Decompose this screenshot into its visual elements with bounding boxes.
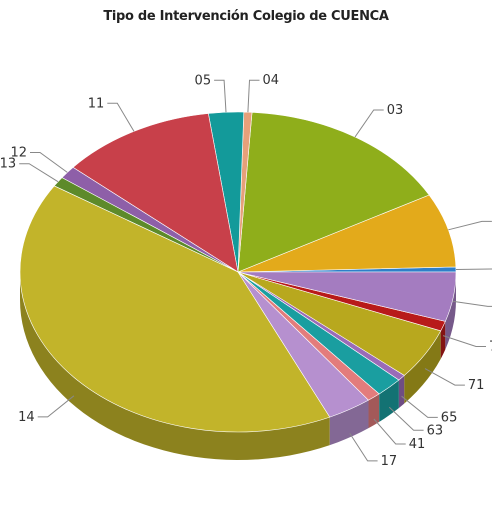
leader-line-01 [455,268,492,270]
pie-slice-02 [237,194,457,273]
leader-line-65 [401,395,438,418]
pie-sides [20,272,456,460]
leader-line-12 [30,152,68,173]
slice-label-11: 11 [88,96,105,111]
leader-line-03 [354,109,384,138]
leader-line-73 [442,335,486,347]
leader-line-13 [19,163,59,183]
slice-label-03: 03 [387,103,404,118]
slice-label-63: 63 [427,423,444,438]
pie-side-14 [20,272,330,460]
slice-label-65: 65 [441,410,458,425]
pie-tops [19,111,457,433]
chart-title: Tipo de Intervención Colegio de CUENCA [103,9,389,24]
leader-line-02 [448,220,492,231]
leader-line-63 [388,406,424,431]
slice-label-17: 17 [381,454,398,469]
slice-label-13: 13 [0,157,16,172]
slice-label-41: 41 [409,437,426,452]
leader-line-71 [424,368,465,386]
pie-side-74 [445,272,456,350]
leader-line-41 [373,418,406,445]
pie-side-73 [440,321,446,359]
pie-labels: 01020304051112131417416365717374 [0,73,492,469]
pie-slice-11 [72,113,239,273]
slice-label-12: 12 [10,146,27,161]
pie-side-65 [398,375,405,408]
leader-line-05 [214,79,227,113]
pie-side-41 [368,393,380,429]
leader-line-17 [349,433,378,462]
pie-side-17 [329,400,369,446]
leader-line-74 [453,300,492,307]
slice-label-73: 73 [489,340,492,355]
leader-line-04 [247,79,260,113]
leader-line-11 [107,102,135,132]
slice-label-04: 04 [263,73,280,88]
slice-label-05: 05 [195,73,212,88]
pie-slice-74 [237,271,457,322]
slice-label-14: 14 [18,410,35,425]
pie-side-71 [404,330,441,404]
slice-label-71: 71 [468,378,485,393]
pie-slice-14 [19,185,331,433]
leader-line-14 [37,395,75,418]
